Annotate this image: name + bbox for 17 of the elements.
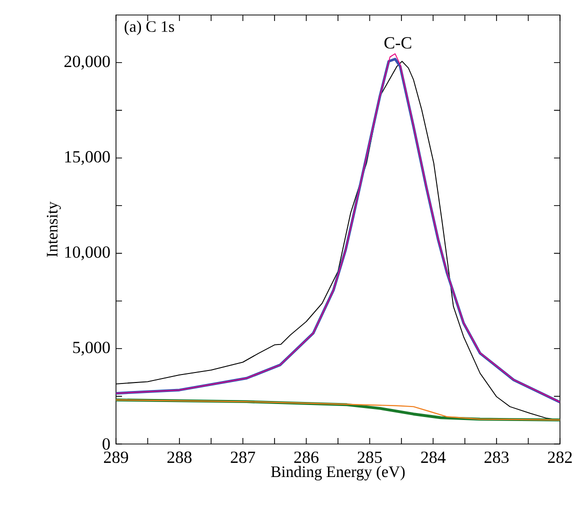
x-tick-label: 284 — [421, 452, 446, 463]
x-tick-label: 287 — [230, 452, 256, 463]
x-tick-label: 286 — [294, 452, 319, 463]
x-tick-label: 285 — [358, 452, 382, 463]
y-tick-label: 0 — [102, 438, 110, 450]
y-tick-label: 20,000 — [64, 56, 110, 70]
x-tick-label: 282 — [548, 452, 572, 463]
x-tick-label: 288 — [167, 452, 192, 463]
x-tick-label: 289 — [104, 452, 128, 463]
y-tick-label: 5,000 — [73, 342, 110, 356]
x-tick-label: 283 — [484, 452, 509, 463]
y-tick-label: 10,000 — [65, 246, 110, 260]
annotation: C-C — [384, 37, 412, 49]
x-axis-title: Binding Energy (eV) — [271, 466, 405, 480]
y-axis-title: Intensity — [46, 202, 61, 257]
y-tick-label: 15,000 — [65, 151, 110, 165]
annotation: (a) C 1s — [124, 20, 174, 36]
